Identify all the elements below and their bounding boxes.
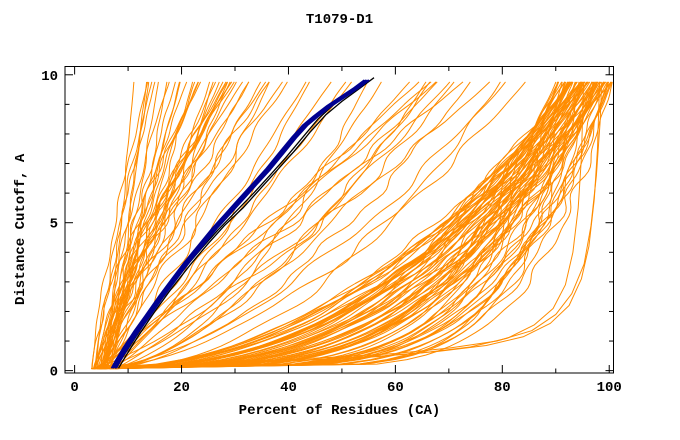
prediction-curve (111, 81, 598, 370)
prediction-curve (108, 81, 587, 370)
prediction-curve (97, 81, 214, 369)
cluster-curve (115, 79, 370, 369)
cluster-curve (113, 79, 369, 369)
x-tick-label: 0 (70, 380, 78, 396)
prediction-curve (105, 81, 571, 370)
chart-title: T1079-D1 (305, 12, 374, 28)
prediction-curve (91, 81, 586, 370)
prediction-curve (110, 81, 267, 369)
prediction-curve (100, 81, 288, 369)
x-axis-title: Percent of Residues (CA) (238, 403, 441, 419)
prediction-curve (111, 81, 410, 370)
x-tick-label: 20 (173, 380, 190, 396)
y-tick-label: 10 (41, 69, 58, 85)
prediction-curve (113, 81, 501, 370)
plot-border (64, 66, 614, 374)
prediction-curve (102, 81, 582, 370)
prediction-curve (96, 81, 613, 370)
prediction-curve (96, 81, 526, 370)
y-tick-label: 0 (50, 365, 58, 381)
prediction-curve (103, 81, 595, 370)
cluster-curve (110, 79, 365, 369)
x-tick-label: 40 (280, 380, 297, 396)
axis-frame (64, 66, 614, 374)
prediction-curve (94, 81, 491, 370)
prediction-curve (94, 81, 437, 370)
prediction-curve (104, 81, 606, 370)
prediction-curve (108, 81, 610, 370)
prediction-curve (109, 81, 586, 370)
x-tick-label: 80 (494, 380, 511, 396)
prediction-curve (106, 81, 571, 370)
prediction-curves (90, 77, 613, 370)
prediction-curve (104, 81, 235, 369)
prediction-curve (99, 81, 594, 370)
reference-curve (117, 77, 375, 369)
prediction-curve (104, 81, 559, 370)
prediction-curve (105, 81, 347, 370)
prediction-curve (112, 81, 352, 369)
prediction-curve (103, 81, 584, 370)
prediction-curve (95, 81, 574, 370)
prediction-curve (101, 81, 211, 369)
prediction-curve (92, 81, 557, 370)
prediction-curve (116, 81, 605, 370)
x-tick-label: 60 (387, 380, 404, 396)
prediction-curve (105, 81, 148, 369)
prediction-curve (97, 81, 506, 370)
tick-labels: 0 20 40 60 80 100 0 5 10 (41, 69, 622, 396)
prediction-curve (110, 81, 181, 369)
prediction-curve (102, 81, 170, 369)
prediction-curve (110, 81, 471, 370)
prediction-curve (94, 81, 270, 369)
low-outlier-curve (100, 81, 603, 370)
prediction-curve (109, 81, 604, 370)
y-tick-label: 5 (50, 217, 58, 233)
prediction-curve (95, 81, 156, 369)
prediction-curve (115, 81, 613, 370)
prediction-curve (97, 81, 576, 370)
prediction-curve (99, 81, 588, 370)
cluster-curve (112, 79, 367, 369)
x-tick-label: 100 (597, 380, 622, 396)
prediction-curve (104, 81, 585, 370)
prediction-curve (111, 81, 188, 369)
prediction-curve (98, 81, 432, 369)
prediction-curve (92, 81, 572, 370)
prediction-curve (93, 81, 598, 370)
prediction-curve (113, 81, 438, 370)
prediction-curve (114, 81, 609, 370)
prediction-curve (109, 81, 594, 370)
prediction-curve (115, 81, 609, 370)
prediction-curve (101, 81, 583, 370)
prediction-curve (103, 81, 228, 369)
prediction-curve (103, 81, 589, 370)
prediction-curve (111, 81, 600, 370)
prediction-curve (105, 81, 368, 370)
prediction-curve (91, 81, 149, 369)
y-axis-title: Distance Cutoff, A (13, 153, 29, 305)
prediction-curve (103, 81, 427, 370)
prediction-curve (95, 81, 451, 370)
low-outlier-curve (98, 81, 585, 370)
prediction-curve (103, 81, 244, 369)
prediction-curve (96, 81, 598, 370)
